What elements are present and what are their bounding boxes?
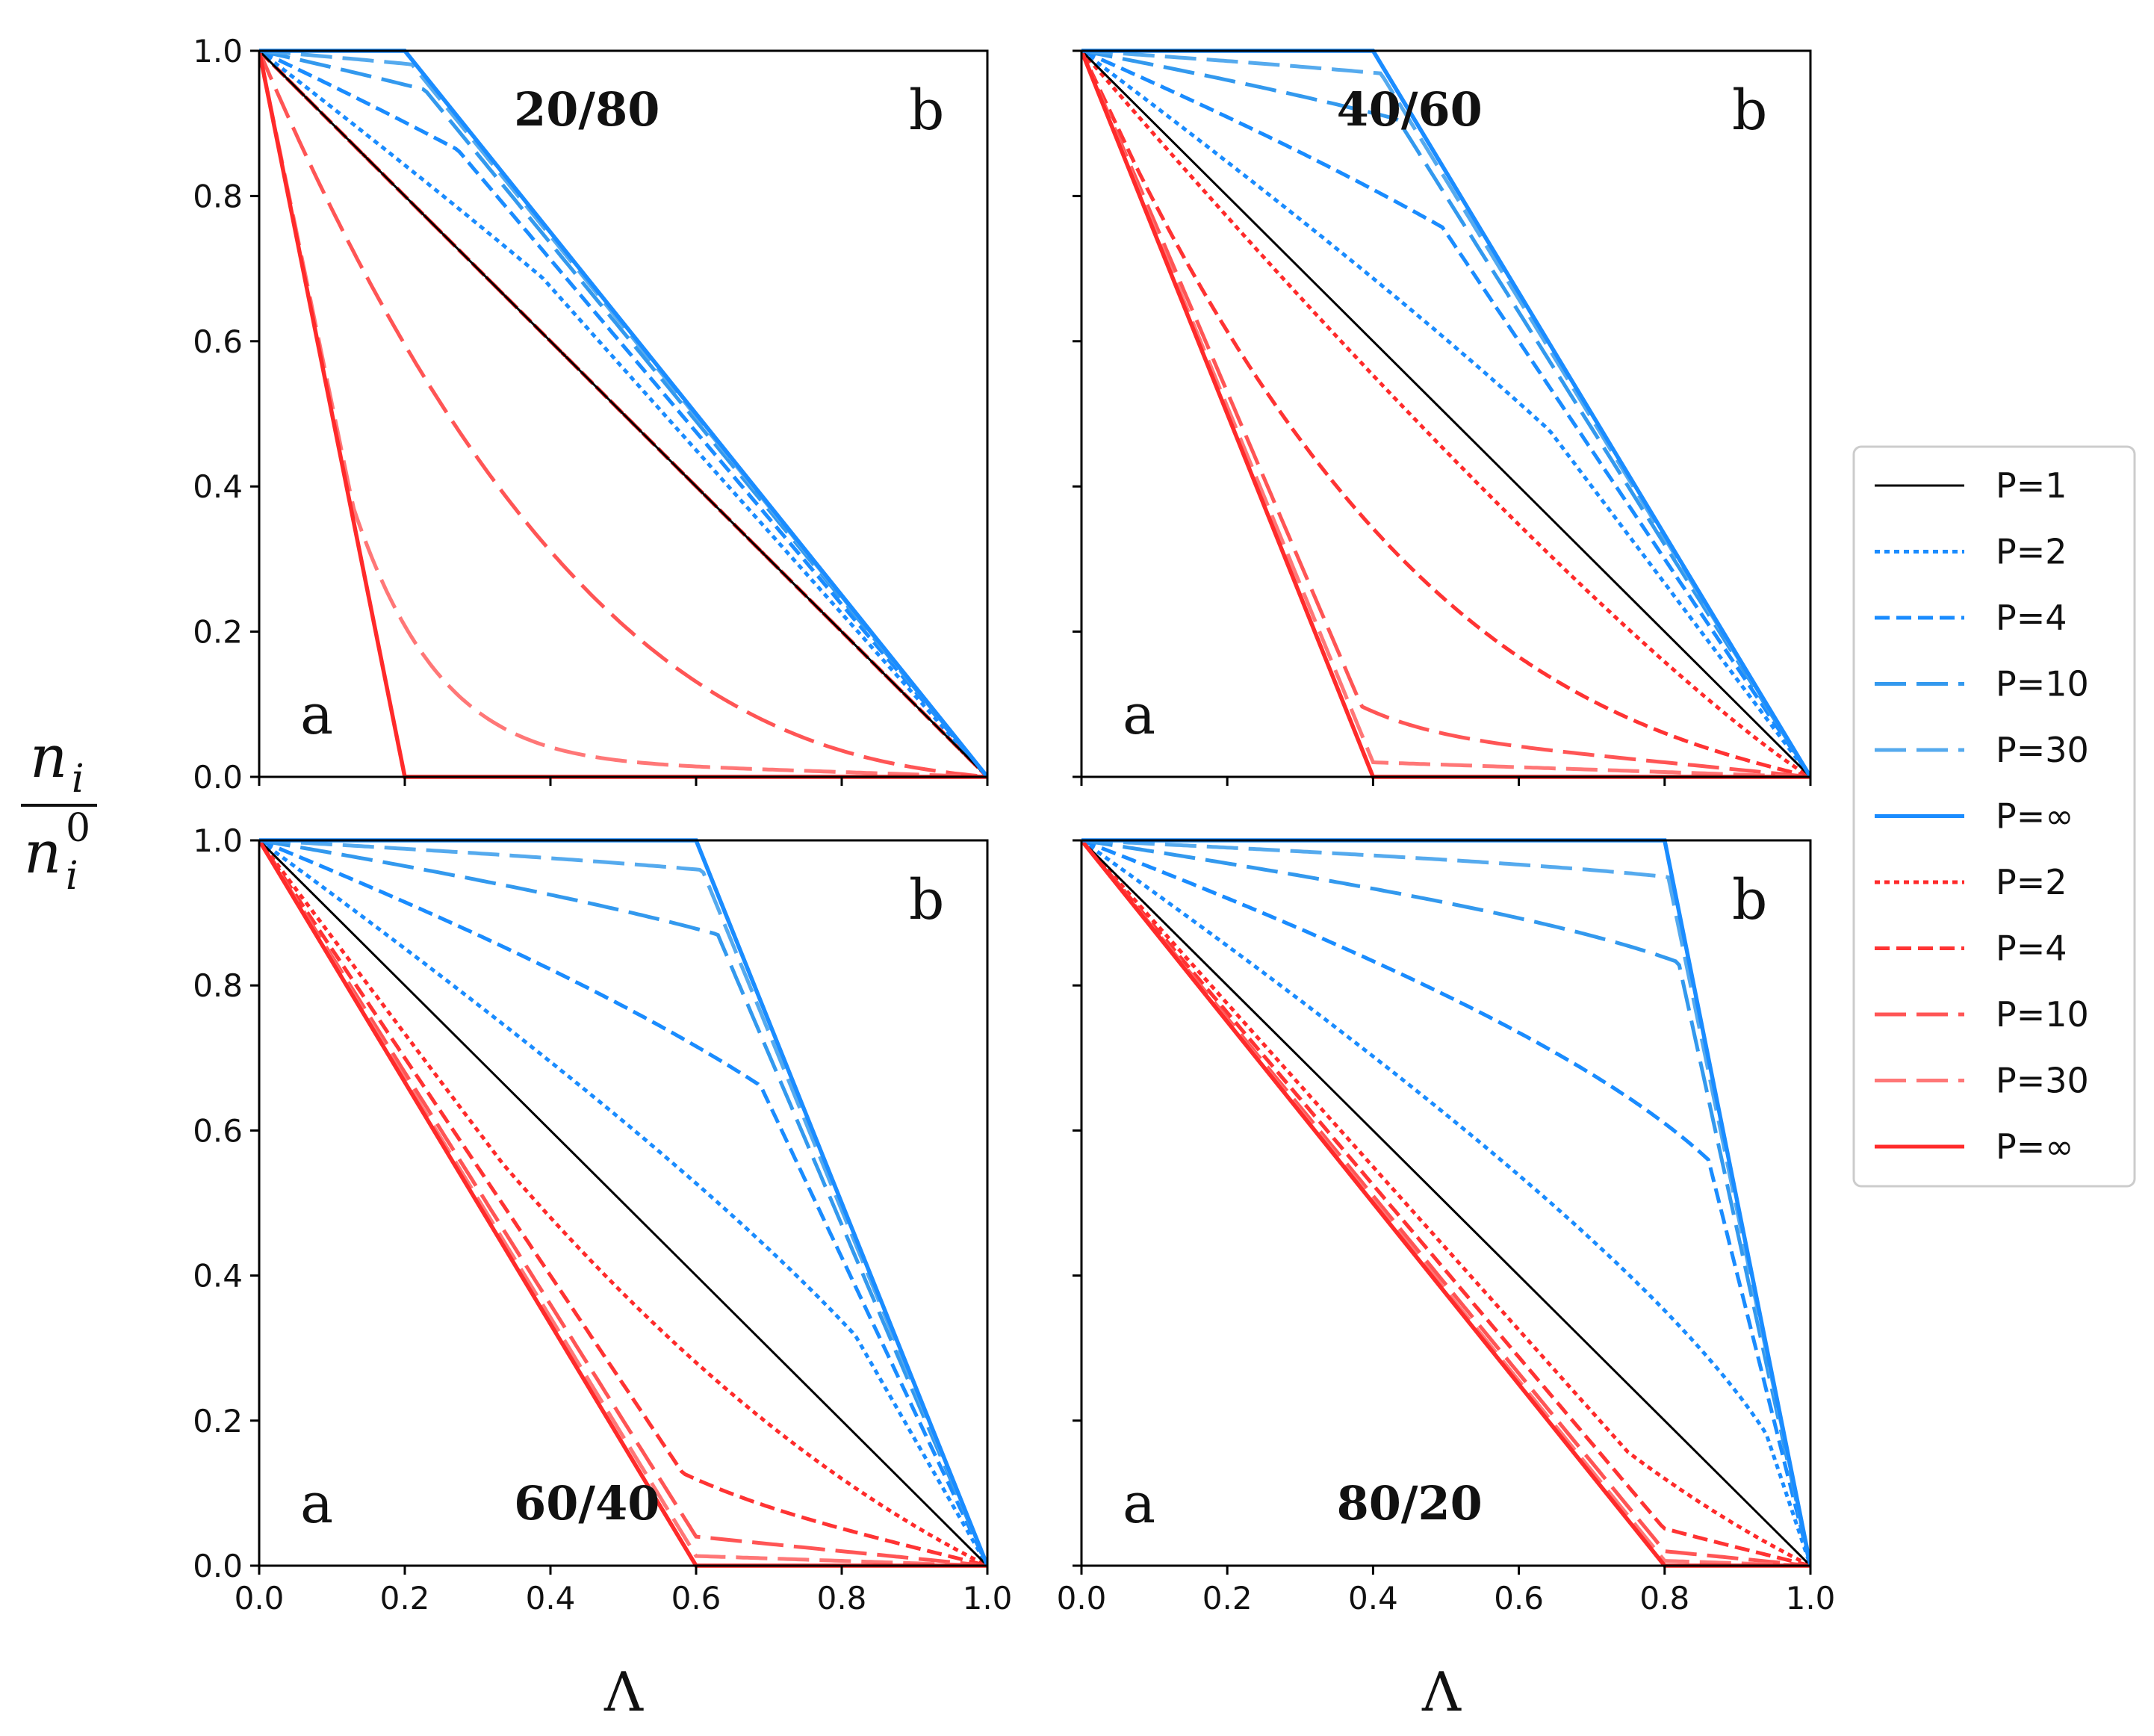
y-tick-label: 0.4 — [193, 468, 243, 505]
x-tick-label: 1.0 — [1786, 1580, 1836, 1616]
series-b-P2 — [259, 838, 987, 1567]
x-tick-label: 0.6 — [1494, 1580, 1544, 1616]
axes-frame — [1080, 49, 1812, 778]
series-b-P2 — [1081, 838, 1810, 1566]
series-a-P30 — [1081, 50, 1810, 779]
series-b-P30 — [1081, 838, 1810, 1566]
series-b-P4 — [1081, 838, 1810, 1566]
series-b-P4 — [259, 49, 987, 778]
panel-bottom-right: 0.0 0.2 0.4 0.6 0.8 1.0 a b 80/20 — [1057, 838, 1836, 1616]
series-b-P10 — [1081, 838, 1810, 1566]
x-tick-label: 0.4 — [1348, 1580, 1398, 1616]
series-P1 — [1081, 839, 1810, 1567]
series-a-P2 — [1081, 49, 1810, 779]
x-tick-label: 0.8 — [1639, 1580, 1689, 1616]
plot-area — [1081, 49, 1810, 779]
series-b-P4 — [1081, 49, 1810, 778]
y-tick-label: 1.0 — [193, 33, 243, 69]
series-b-P2 — [259, 49, 987, 778]
series-b-P4 — [259, 838, 987, 1567]
ratio-label: 60/40 — [514, 1476, 659, 1531]
y-axis-label: n i n i 0 — [21, 724, 97, 899]
series-b-P10 — [259, 838, 987, 1566]
legend-label: P=10 — [1996, 664, 2089, 704]
label-b: b — [1732, 868, 1767, 932]
plot-area — [259, 838, 987, 1568]
x-tick-label: 1.0 — [963, 1580, 1013, 1616]
x-label-right: Λ — [1421, 1661, 1462, 1723]
series-b-P30 — [259, 838, 987, 1566]
x-tick-label: 0.0 — [235, 1580, 285, 1616]
label-b: b — [909, 78, 944, 143]
label-a: a — [300, 1472, 333, 1536]
y-tick-label: 0.4 — [193, 1258, 243, 1295]
series-a-P2 — [259, 839, 987, 1568]
panel-top-left: 0.0 0.2 0.4 0.6 0.8 1.0 a b 20/80 — [193, 33, 989, 796]
legend-label: P=10 — [1996, 994, 2089, 1035]
legend-label: P=∞ — [1996, 796, 2074, 837]
label-a: a — [1123, 683, 1155, 747]
legend-label: P=30 — [1996, 730, 2089, 770]
series-P1 — [1081, 49, 1810, 778]
series-a-P30 — [259, 50, 987, 779]
x-label-left: Λ — [603, 1661, 644, 1723]
y-tick-label: 0.6 — [193, 1112, 243, 1149]
series-a-P10 — [259, 839, 987, 1568]
series-a-P4 — [259, 839, 987, 1568]
legend-label: P=30 — [1996, 1061, 2089, 1101]
series-a-P10 — [259, 50, 987, 779]
legend-frame — [1852, 445, 2136, 1188]
label-a: a — [1123, 1472, 1155, 1536]
series-P1 — [259, 49, 987, 778]
plot-area — [1081, 838, 1810, 1568]
y-label-numerator-sub: i — [72, 757, 84, 802]
legend-label: P=4 — [1996, 929, 2067, 969]
series-a-P10 — [1081, 50, 1810, 779]
y-tick-label: 0.8 — [193, 967, 243, 1004]
plot-area — [259, 49, 987, 779]
x-tick-label: 0.6 — [671, 1580, 721, 1616]
y-tick-label: 0.8 — [193, 178, 243, 214]
legend-label: P=2 — [1996, 862, 2067, 902]
series-a-P2 — [1081, 839, 1810, 1568]
axes-frame — [258, 839, 989, 1567]
label-a: a — [300, 683, 333, 747]
legend-label: P=1 — [1996, 465, 2067, 506]
y-tick-label: 0.2 — [193, 1403, 243, 1439]
y-label-denominator-sup: 0 — [66, 806, 90, 851]
y-label-numerator-n: n — [30, 724, 67, 791]
x-tick-label: 0.2 — [380, 1580, 430, 1616]
x-tick-label: 0.2 — [1202, 1580, 1253, 1616]
legend-label: P=2 — [1996, 532, 2067, 572]
y-label-denominator-sub: i — [66, 854, 78, 899]
label-b: b — [909, 868, 944, 932]
x-tick-label: 0.4 — [526, 1580, 576, 1616]
series-P1 — [259, 839, 987, 1567]
panel-bottom-left: 0.0 0.2 0.4 0.6 0.8 1.0 0.0 0.2 0.4 0.6 0.8 1.0 a b 60… — [193, 822, 1012, 1616]
series-a-P4 — [1081, 49, 1810, 779]
y-tick-label: 0.0 — [193, 1548, 243, 1584]
y-tick-label: 0.6 — [193, 323, 243, 360]
legend: P=1 P=2 P=4 P=10 P=30 P=∞ P=2 P=4 P=10 P=30 P=∞ — [1852, 445, 2136, 1188]
panel-top-right: a b 40/60 — [1073, 49, 1812, 786]
y-label-denominator-n: n — [24, 819, 61, 887]
x-tick-label: 0.8 — [817, 1580, 867, 1616]
y-tick-label: 0.2 — [193, 614, 243, 651]
legend-label: P=∞ — [1996, 1126, 2074, 1167]
y-tick-label: 1.0 — [193, 822, 243, 859]
ratio-label: 40/60 — [1337, 82, 1483, 137]
ratio-label: 80/20 — [1337, 1476, 1483, 1531]
axes-frame — [1080, 839, 1812, 1567]
x-tick-label: 0.0 — [1057, 1580, 1107, 1616]
legend-label: P=4 — [1996, 598, 2067, 638]
ratio-label: 20/80 — [514, 82, 659, 137]
label-b: b — [1732, 78, 1767, 143]
y-tick-label: 0.0 — [193, 759, 243, 796]
axes-frame — [258, 49, 989, 778]
series-a-P4 — [1081, 839, 1810, 1568]
